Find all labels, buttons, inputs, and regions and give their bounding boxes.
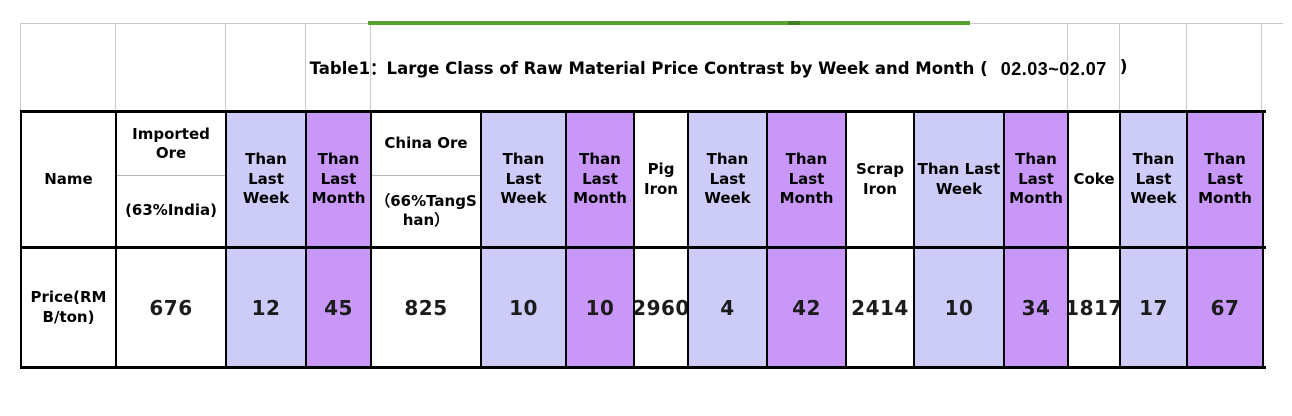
- value-cell-imported-week[interactable]: 12: [227, 249, 307, 366]
- value-cell-pig-month[interactable]: 42: [768, 249, 847, 366]
- green-underline-bar-dark-segment: [788, 21, 800, 25]
- value-cell-pig-iron[interactable]: 2960: [635, 249, 689, 366]
- row-label: Price(RMB/ton): [30, 288, 107, 326]
- header-cell-china-ore[interactable]: China Ore （66%TangShan）: [372, 113, 482, 246]
- value-scrap-week: 10: [944, 295, 974, 320]
- header-imported-ore-label: Imported Ore: [117, 113, 225, 176]
- gridline-vertical: [305, 23, 306, 110]
- value-china-ore: 825: [404, 295, 448, 320]
- price-contrast-table: Name Imported Ore (63%India) Than Last W…: [20, 110, 1266, 369]
- value-coke-week: 17: [1139, 295, 1168, 320]
- gridline-vertical: [115, 23, 116, 110]
- header-cell-scrap-than-last-month[interactable]: Than Last Month: [1005, 113, 1069, 246]
- value-china-week: 10: [509, 295, 538, 320]
- header-label-than-last-week: Than Last Week: [917, 160, 1001, 198]
- value-cell-coke-week[interactable]: 17: [1121, 249, 1188, 366]
- value-scrap-iron: 2414: [851, 295, 909, 320]
- header-row: Name Imported Ore (63%India) Than Last W…: [22, 113, 1266, 249]
- table-title: Table1：Large Class of Raw Material Price…: [310, 23, 1128, 110]
- header-cell-coke-than-last-month[interactable]: Than Last Month: [1188, 113, 1264, 246]
- header-cell-name[interactable]: Name: [22, 113, 117, 246]
- header-cell-pig-iron[interactable]: Pig Iron: [635, 113, 689, 246]
- value-coke: 1817: [1069, 295, 1121, 320]
- header-label-than-last-month: Than Last Month: [573, 150, 627, 208]
- header-cell-coke[interactable]: Coke: [1069, 113, 1121, 246]
- header-label-coke: Coke: [1073, 169, 1115, 188]
- header-label-than-last-week: Than Last Week: [500, 150, 547, 208]
- value-imported-week: 12: [251, 295, 281, 320]
- row-label-cell[interactable]: Price(RMB/ton): [22, 249, 117, 366]
- header-china-ore-sublabel: （66%TangShan）: [375, 191, 477, 230]
- gridline-vertical: [1067, 23, 1068, 110]
- table-title-prefix: Table1：Large Class of Raw Material Price…: [309, 58, 988, 78]
- value-cell-china-month[interactable]: 10: [567, 249, 635, 366]
- header-cell-imported-than-last-week[interactable]: Than Last Week: [227, 113, 307, 246]
- value-cell-coke[interactable]: 1817: [1069, 249, 1121, 366]
- value-cell-china-ore[interactable]: 825: [372, 249, 482, 366]
- value-cell-pig-week[interactable]: 4: [689, 249, 768, 366]
- gridline-vertical: [1186, 23, 1187, 110]
- header-label-than-last-week: Than Last Week: [242, 150, 290, 208]
- header-label-scrap-iron: Scrap Iron: [856, 160, 904, 198]
- value-cell-imported-ore[interactable]: 676: [117, 249, 227, 366]
- header-china-ore-label: China Ore: [372, 113, 480, 176]
- value-cell-china-week[interactable]: 10: [482, 249, 567, 366]
- gridline-vertical: [20, 23, 21, 110]
- value-imported-ore: 676: [149, 295, 193, 320]
- value-cell-scrap-week[interactable]: 10: [915, 249, 1005, 366]
- header-cell-china-than-last-month[interactable]: Than Last Month: [567, 113, 635, 246]
- value-pig-week: 4: [720, 295, 735, 320]
- value-scrap-month: 34: [1021, 295, 1051, 320]
- gridline-vertical: [370, 23, 371, 110]
- price-row: Price(RMB/ton) 676 12 45 825 10 10 2960: [22, 249, 1266, 366]
- header-label-than-last-month: Than Last Month: [311, 150, 366, 208]
- header-label-than-last-week: Than Last Week: [1130, 150, 1177, 208]
- value-china-month: 10: [585, 295, 615, 320]
- header-cell-imported-ore[interactable]: Imported Ore (63%India): [117, 113, 227, 246]
- header-label-name: Name: [44, 169, 93, 188]
- header-imported-ore-sublabel: (63%India): [125, 201, 217, 220]
- gridline-vertical: [225, 23, 226, 110]
- header-label-than-last-week: Than Last Week: [704, 150, 751, 208]
- header-cell-pig-than-last-week[interactable]: Than Last Week: [689, 113, 768, 246]
- value-coke-month: 67: [1210, 295, 1240, 320]
- green-underline-bar: [368, 21, 970, 25]
- value-pig-iron: 2960: [635, 295, 689, 320]
- value-cell-imported-month[interactable]: 45: [307, 249, 372, 366]
- value-pig-month: 42: [792, 295, 821, 320]
- value-imported-month: 45: [324, 295, 353, 320]
- header-label-than-last-month: Than Last Month: [779, 150, 834, 208]
- header-cell-scrap-than-last-week[interactable]: Than Last Week: [915, 113, 1005, 246]
- table-title-date-range: 02.03~02.07: [1000, 59, 1107, 79]
- header-cell-scrap-iron[interactable]: Scrap Iron: [847, 113, 915, 246]
- header-cell-coke-than-last-week[interactable]: Than Last Week: [1121, 113, 1188, 246]
- header-label-than-last-month: Than Last Month: [1198, 150, 1252, 208]
- gridline-vertical: [1119, 23, 1120, 110]
- value-cell-scrap-month[interactable]: 34: [1005, 249, 1069, 366]
- value-cell-scrap-iron[interactable]: 2414: [847, 249, 915, 366]
- table-title-suffix: ): [1119, 57, 1128, 76]
- header-cell-imported-than-last-month[interactable]: Than Last Month: [307, 113, 372, 246]
- header-label-than-last-month: Than Last Month: [1009, 150, 1063, 208]
- gridline-vertical: [1261, 23, 1262, 110]
- value-cell-coke-month[interactable]: 67: [1188, 249, 1264, 366]
- header-cell-pig-than-last-month[interactable]: Than Last Month: [768, 113, 847, 246]
- header-cell-china-than-last-week[interactable]: Than Last Week: [482, 113, 567, 246]
- header-label-pig-iron: Pig Iron: [644, 160, 678, 198]
